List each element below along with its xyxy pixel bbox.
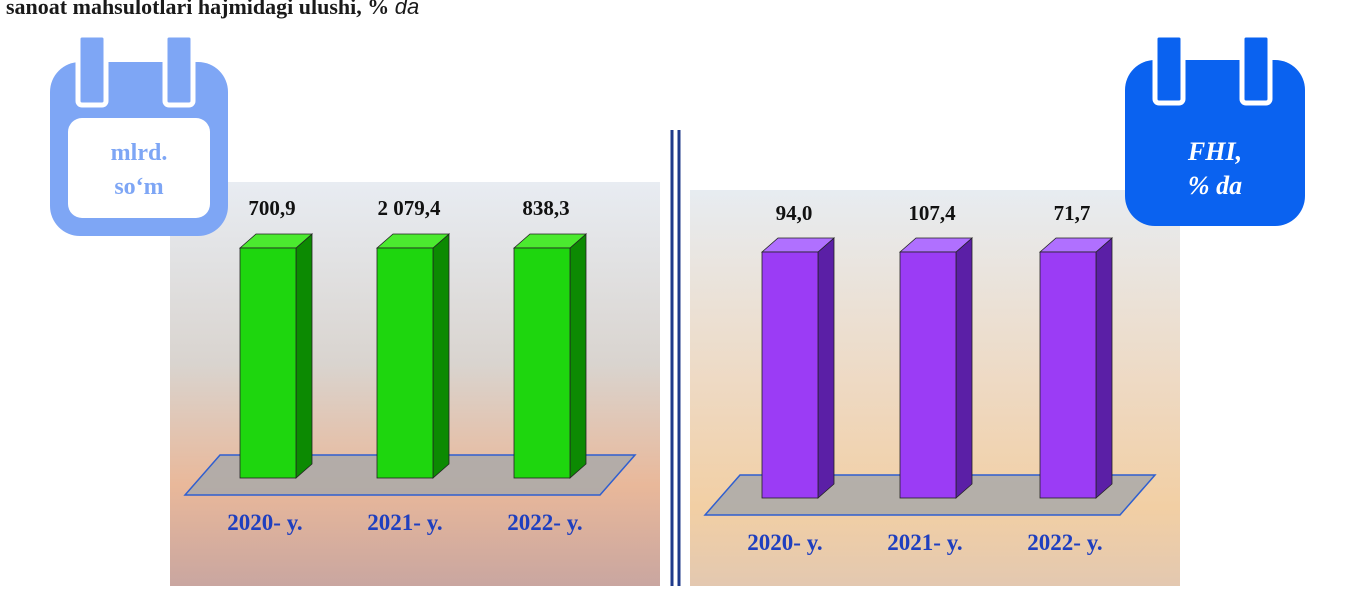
bar-front — [762, 252, 818, 498]
icon-label: FHI, — [1187, 137, 1242, 166]
bar-front — [514, 248, 570, 478]
bar-side — [570, 234, 586, 478]
bar-front — [240, 248, 296, 478]
value-label: 71,7 — [1054, 201, 1091, 225]
icon-label: % da — [1188, 171, 1242, 200]
category-label: 2020- y. — [227, 510, 302, 535]
category-label: 2022- y. — [507, 510, 582, 535]
infographic: sanoat mahsulotlari hajmidagi ulushi, % … — [0, 0, 1362, 586]
bar-front — [377, 248, 433, 478]
bar-side — [818, 238, 834, 498]
bar-side — [956, 238, 972, 498]
title-main: sanoat mahsulotlari hajmidagi ulushi, % — [6, 0, 389, 19]
page: sanoat mahsulotlari hajmidagi ulushi, % … — [0, 0, 1362, 591]
bar-front — [1040, 252, 1096, 498]
bar-side — [433, 234, 449, 478]
bar-side — [1096, 238, 1112, 498]
value-label: 107,4 — [908, 201, 956, 225]
left-icon: mlrd. so‘m — [50, 35, 228, 236]
category-label: 2020- y. — [747, 530, 822, 555]
title: sanoat mahsulotlari hajmidagi ulushi, % … — [6, 0, 419, 19]
icon-label: mlrd. — [111, 140, 168, 166]
category-label: 2022- y. — [1027, 530, 1102, 555]
value-label: 838,3 — [522, 196, 569, 220]
value-label: 2 079,4 — [378, 196, 442, 220]
category-label: 2021- y. — [887, 530, 962, 555]
category-label: 2021- y. — [367, 510, 442, 535]
title-suffix: da — [395, 0, 419, 19]
value-label: 94,0 — [776, 201, 813, 225]
bar-front — [900, 252, 956, 498]
value-label: 700,9 — [248, 196, 295, 220]
bar-side — [296, 234, 312, 478]
icon-label: so‘m — [114, 174, 163, 200]
right-icon: FHI, % da — [1125, 35, 1305, 226]
